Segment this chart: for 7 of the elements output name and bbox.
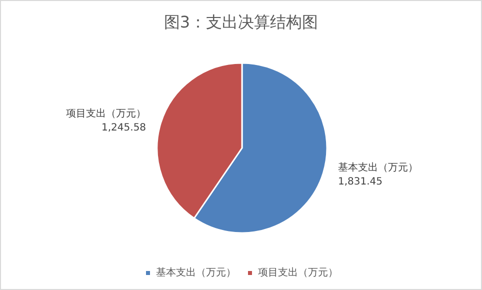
slice-label: 基本支出（万元） [338, 161, 418, 174]
legend-label: 基本支出（万元） [156, 266, 236, 278]
data-label: 1,831.45 [338, 176, 382, 188]
data-label: 1,245.58 [102, 122, 146, 134]
slice-label: 项目支出（万元） [66, 108, 146, 120]
chart-title: 图3：支出决算结构图 [164, 12, 318, 32]
legend-label: 项目支出（万元） [258, 266, 338, 278]
